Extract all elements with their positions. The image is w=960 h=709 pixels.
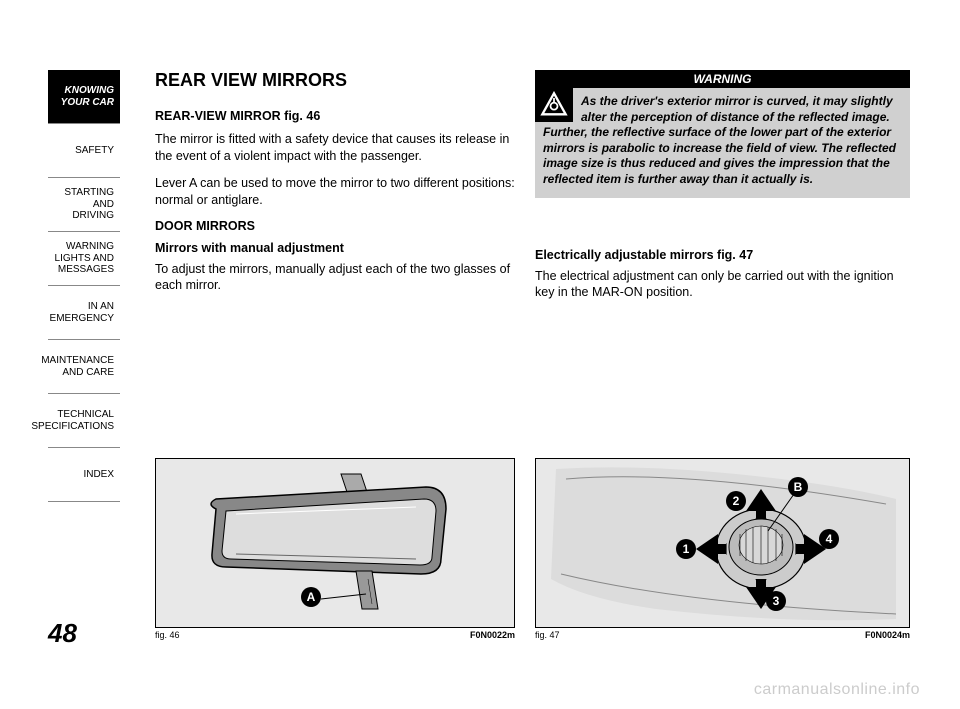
figure-46-frame: A: [155, 458, 515, 628]
paragraph-lever-a: Lever A can be used to move the mirror t…: [155, 175, 515, 209]
sidebar: KNOWING YOUR CAR SAFETY STARTING AND DRI…: [48, 70, 120, 502]
tab-label: TECHNICAL SPECIFICATIONS: [31, 409, 114, 432]
marker-b: B: [788, 477, 808, 497]
figure-47: B 1 2 3 4 fig. 47 F0N0024m: [535, 458, 910, 640]
figure-47-frame: B 1 2 3 4: [535, 458, 910, 628]
warning-icon: [535, 88, 573, 122]
tab-emergency[interactable]: IN AN EMERGENCY: [48, 286, 120, 340]
figure-46-code: F0N0022m: [470, 630, 515, 640]
tab-label: SAFETY: [75, 145, 114, 157]
tab-label: WARNING LIGHTS AND MESSAGES: [55, 241, 114, 276]
figure-46-drawing: [156, 459, 516, 629]
figure-47-caption: fig. 47: [535, 630, 560, 640]
tab-label: IN AN EMERGENCY: [50, 301, 114, 324]
page-number: 48: [48, 618, 77, 649]
warning-text: As the driver's exterior mirror is curve…: [543, 94, 902, 188]
paragraph-manual-adjust: To adjust the mirrors, manually adjust e…: [155, 261, 515, 295]
tab-label: INDEX: [83, 469, 114, 481]
left-column: REAR VIEW MIRRORS REAR-VIEW MIRROR fig. …: [155, 70, 515, 304]
figure-46-caption-row: fig. 46 F0N0022m: [155, 630, 515, 640]
heading-electric-mirrors: Electrically adjustable mirrors fig. 47: [535, 248, 910, 262]
tab-knowing-your-car[interactable]: KNOWING YOUR CAR: [48, 70, 120, 124]
warning-box: WARNING As the driver's exterior mirror …: [535, 70, 910, 198]
figure-47-code: F0N0024m: [865, 630, 910, 640]
figure-47-caption-row: fig. 47 F0N0024m: [535, 630, 910, 640]
marker-1: 1: [676, 539, 696, 559]
marker-2: 2: [726, 491, 746, 511]
right-column: WARNING As the driver's exterior mirror …: [535, 70, 910, 311]
watermark: carmanualsonline.info: [754, 681, 920, 699]
tab-label: STARTING AND DRIVING: [64, 187, 114, 222]
figure-46: A fig. 46 F0N0022m: [155, 458, 515, 640]
figure-47-drawing: [536, 459, 911, 629]
heading-manual-adjustment: Mirrors with manual adjustment: [155, 241, 515, 255]
tab-safety[interactable]: SAFETY: [48, 124, 120, 178]
tab-maintenance[interactable]: MAINTENANCE AND CARE: [48, 340, 120, 394]
tab-starting-driving[interactable]: STARTING AND DRIVING: [48, 178, 120, 232]
paragraph-electric-adjust: The electrical adjustment can only be ca…: [535, 268, 910, 302]
heading-rear-view-mirrors: REAR VIEW MIRRORS: [155, 70, 515, 91]
tab-warning-lights[interactable]: WARNING LIGHTS AND MESSAGES: [48, 232, 120, 286]
figure-46-caption: fig. 46: [155, 630, 180, 640]
marker-4: 4: [819, 529, 839, 549]
tab-label: KNOWING YOUR CAR: [61, 85, 114, 108]
marker-3: 3: [766, 591, 786, 611]
heading-rear-view-mirror-fig46: REAR-VIEW MIRROR fig. 46: [155, 109, 515, 123]
tab-label: MAINTENANCE AND CARE: [41, 355, 114, 378]
paragraph-safety-device: The mirror is fitted with a safety devic…: [155, 131, 515, 165]
heading-door-mirrors: DOOR MIRRORS: [155, 219, 515, 233]
tab-index[interactable]: INDEX: [48, 448, 120, 502]
warning-header: WARNING: [535, 70, 910, 88]
tab-specs[interactable]: TECHNICAL SPECIFICATIONS: [48, 394, 120, 448]
page: KNOWING YOUR CAR SAFETY STARTING AND DRI…: [0, 0, 960, 709]
marker-a: A: [301, 587, 321, 607]
